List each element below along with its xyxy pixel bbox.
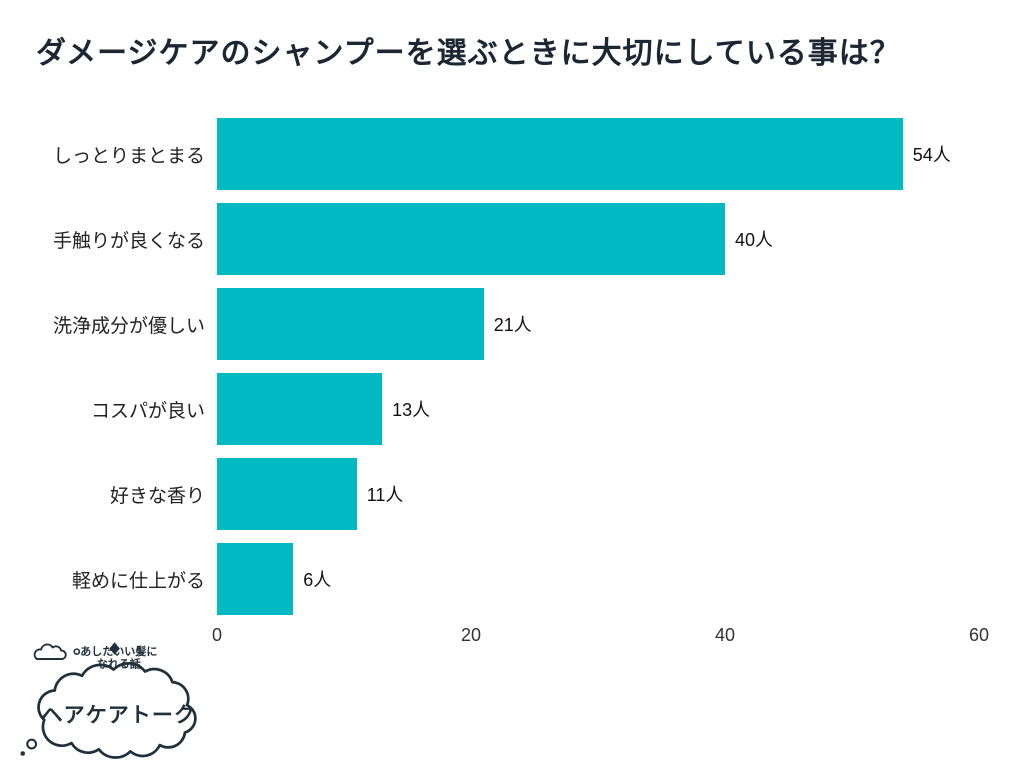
logo-tagline-line1: あしたいい髪に <box>80 644 157 658</box>
chart-title: ダメージケアのシャンプーを選ぶときに大切にしている事は？ <box>36 37 901 70</box>
bar <box>217 118 903 190</box>
brand-logo: あしたいい髪に なれる話 ヘアケアトーク <box>18 642 228 760</box>
bar <box>217 458 357 530</box>
bar <box>217 543 294 615</box>
bar-track: 54人 <box>217 118 979 190</box>
bar <box>217 373 383 445</box>
category-label: しっとりまとまる <box>52 145 205 167</box>
bar-track: 11人 <box>217 458 979 530</box>
bar-track: 40人 <box>217 203 979 275</box>
chart-row: 好きな香り 11人 <box>0 458 1000 530</box>
category-label: コスパが良い <box>90 400 205 422</box>
logo-brand-text: ヘアケアトーク <box>42 704 196 727</box>
value-label: 54人 <box>912 145 951 165</box>
category-label: 好きな香り <box>109 485 205 507</box>
bubble-dot-icon <box>20 751 26 756</box>
x-axis: 0 20 40 60 <box>212 625 989 653</box>
bar-track: 6人 <box>217 543 979 615</box>
chart-row: 手触りが良くなる 40人 <box>0 203 1000 275</box>
chart-row: 軽めに仕上がる 6人 <box>0 543 1000 615</box>
small-cloud-icon <box>33 643 67 660</box>
value-label: 6人 <box>303 570 332 590</box>
chart-row: コスパが良い 13人 <box>0 373 1000 445</box>
x-axis-tick: 0 <box>211 625 223 645</box>
bar <box>217 203 725 275</box>
chart-rows: しっとりまとまる 54人手触りが良くなる 40人洗浄成分が優しい 21人コスパが良い 1… <box>0 118 1000 615</box>
bar <box>217 288 484 360</box>
chart-row: しっとりまとまる 54人 <box>0 118 1000 190</box>
logo-tagline-line2: なれる話 <box>97 656 141 670</box>
bar-track: 13人 <box>217 373 979 445</box>
value-label: 13人 <box>392 400 431 420</box>
bar-track: 21人 <box>217 288 979 360</box>
chart-row: 洗浄成分が優しい 21人 <box>0 288 1000 360</box>
cloud-logo-graphic: あしたいい髪に なれる話 ヘアケアトーク <box>20 642 197 759</box>
value-label: 40人 <box>735 230 774 250</box>
bubble-small-icon <box>26 738 38 750</box>
value-label: 21人 <box>493 315 532 335</box>
category-label: 軽めに仕上がる <box>71 570 205 592</box>
category-label: 手触りが良くなる <box>52 230 205 252</box>
x-axis-tick: 40 <box>714 625 736 645</box>
value-label: 11人 <box>366 485 404 505</box>
cloud-bubble-icon <box>37 662 197 759</box>
bar-chart: しっとりまとまる 54人手触りが良くなる 40人洗浄成分が優しい 21人コスパが良い 1… <box>0 118 1000 653</box>
sparkle-dot-icon <box>73 648 81 655</box>
x-axis-tick: 20 <box>460 625 482 645</box>
x-axis-tick: 60 <box>968 625 990 645</box>
category-label: 洗浄成分が優しい <box>52 315 205 337</box>
